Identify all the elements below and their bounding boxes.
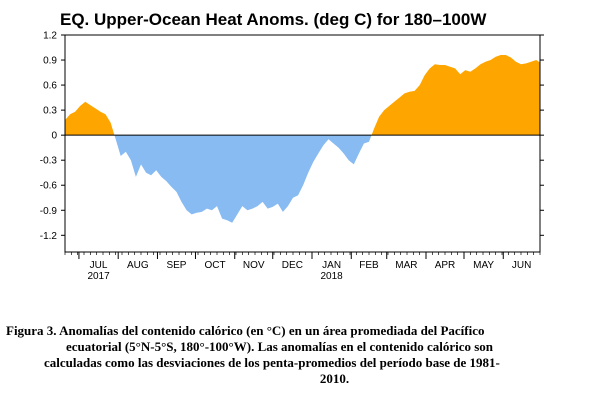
- x-month-label: JUN: [512, 260, 531, 271]
- x-month-label: FEB: [359, 260, 379, 271]
- y-tick-label: 0.3: [43, 106, 57, 117]
- y-tick-label: 0: [51, 131, 57, 142]
- y-tick-label: -0.6: [40, 181, 58, 192]
- x-month-label: SEP: [166, 260, 186, 271]
- negative-anomaly-area: [65, 135, 540, 223]
- y-tick-label: 0.6: [43, 81, 57, 92]
- chart-title: EQ. Upper-Ocean Heat Anoms. (deg C) for …: [60, 10, 487, 29]
- x-month-label: JAN: [322, 260, 341, 271]
- y-tick-label: 1.2: [43, 31, 57, 42]
- x-month-label: JUL: [90, 260, 108, 271]
- x-year-label: 2017: [87, 271, 110, 282]
- x-month-label: MAY: [473, 260, 494, 271]
- x-month-label: AUG: [127, 260, 149, 271]
- positive-anomaly-area: [65, 55, 540, 136]
- y-tick-label: -0.9: [40, 206, 58, 217]
- x-month-label: MAR: [395, 260, 417, 271]
- caption-line-4: 2010.: [319, 371, 350, 386]
- x-month-label: DEC: [282, 260, 303, 271]
- caption-line-3: calculadas como las desviaciones de los …: [44, 355, 500, 370]
- caption-line-1: Figura 3. Anomalías del contenido calóri…: [6, 323, 485, 338]
- y-tick-label: 0.9: [43, 56, 57, 67]
- figure-caption: Figura 3. Anomalías del contenido calóri…: [6, 323, 603, 387]
- plot-frame: [64, 34, 541, 253]
- y-tick-label: -1.2: [40, 231, 58, 242]
- y-tick-label: -0.3: [40, 156, 58, 167]
- caption-line-2: ecuatorial (5°N-5°S, 180°-100°W). Las an…: [66, 339, 494, 354]
- x-month-label: OCT: [205, 260, 226, 271]
- x-month-label: APR: [435, 260, 456, 271]
- x-year-label: 2018: [321, 271, 344, 282]
- x-month-label: NOV: [243, 260, 265, 271]
